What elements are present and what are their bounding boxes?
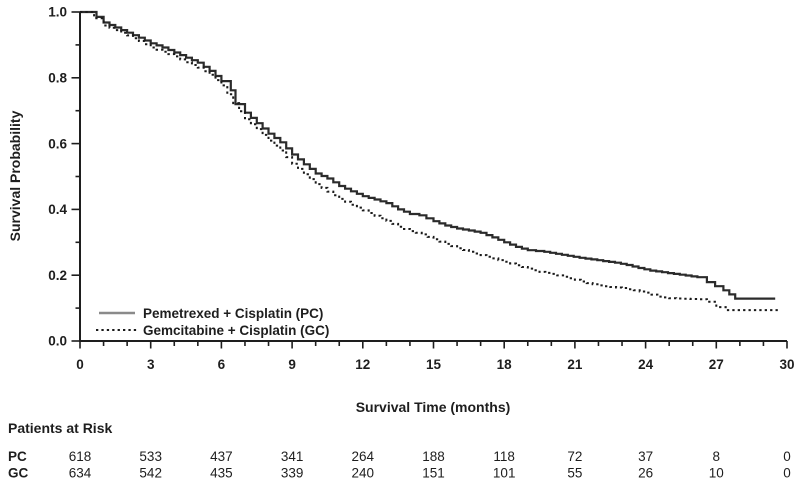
at-risk-count: 151: [422, 466, 445, 481]
at-risk-count: 542: [139, 466, 162, 481]
x-axis: 0 3 6 9 12 15 18 21 24 27 30 Survival Time (months…: [76, 340, 795, 415]
y-axis-ticks: 0.0 0.2 0.4 0.6 0.8 1.0: [48, 5, 80, 349]
at-risk-row-label: GC: [8, 466, 29, 481]
x-axis-ticks: 0 3 6 9 12 15 18 21 24 27 30: [76, 341, 795, 372]
y-tick-label: 0.0: [48, 334, 67, 349]
at-risk-rows: PC 618 533 437 341 264 188 118 72 37 8 0 GC 634 542 435…: [8, 449, 791, 481]
at-risk-count: 118: [493, 449, 515, 464]
y-axis: 0.0 0.2 0.4 0.6 0.8 1.0 Survival Probability: [7, 5, 81, 349]
x-tick-label: 9: [288, 357, 296, 372]
at-risk-count: 634: [69, 466, 92, 481]
at-risk-count: 72: [567, 449, 582, 464]
gc-survival-curve: [80, 11, 780, 312]
at-risk-count: 435: [210, 466, 233, 481]
y-tick-label: 0.8: [48, 71, 67, 86]
x-tick-label: 18: [497, 357, 513, 372]
at-risk-count: 101: [493, 466, 516, 481]
x-tick-label: 27: [709, 357, 724, 372]
at-risk-count: 8: [713, 449, 721, 464]
x-tick-label: 0: [76, 357, 84, 372]
at-risk-count: 0: [783, 449, 791, 464]
gc-legend-label: Gemcitabine + Cisplatin (GC): [143, 323, 329, 338]
at-risk-count: 37: [638, 449, 653, 464]
at-risk-count: 533: [139, 449, 162, 464]
pc-survival-curve: [80, 10, 776, 300]
curves: [80, 10, 780, 312]
at-risk-row-label: PC: [8, 449, 27, 464]
x-tick-label: 3: [147, 357, 155, 372]
at-risk-count: 240: [352, 466, 375, 481]
x-tick-label: 15: [426, 357, 442, 372]
y-tick-label: 0.2: [48, 268, 67, 283]
at-risk-count: 55: [567, 466, 582, 481]
at-risk-row: PC 618 533 437 341 264 188 118 72 37 8 0: [8, 449, 791, 464]
pc-legend-label: Pemetrexed + Cisplatin (PC): [143, 306, 323, 321]
at-risk-count: 618: [69, 449, 92, 464]
x-axis-title: Survival Time (months): [356, 399, 511, 415]
at-risk-count: 339: [281, 466, 304, 481]
x-tick-label: 21: [567, 357, 583, 372]
y-tick-label: 1.0: [48, 5, 67, 20]
y-axis-title: Survival Probability: [7, 110, 23, 241]
y-tick-label: 0.6: [48, 136, 67, 151]
at-risk-count: 0: [783, 466, 791, 481]
at-risk-count: 10: [709, 466, 724, 481]
at-risk-row: GC 634 542 435 339 240 151 101 55 26 10 0: [8, 466, 791, 481]
legend: Pemetrexed + Cisplatin (PC) Gemcitabine …: [96, 306, 329, 338]
x-tick-label: 6: [218, 357, 226, 372]
at-risk-count: 437: [210, 449, 233, 464]
y-tick-label: 0.4: [48, 202, 67, 217]
x-tick-label: 12: [355, 357, 370, 372]
x-tick-label: 24: [638, 357, 654, 372]
at-risk-count: 264: [352, 449, 375, 464]
at-risk-count: 26: [638, 466, 653, 481]
at-risk-title: Patients at Risk: [8, 420, 112, 436]
at-risk-count: 188: [422, 449, 445, 464]
x-tick-label: 30: [779, 357, 794, 372]
at-risk-table: Patients at Risk PC 618 533 437 341 264 188 118…: [8, 420, 791, 481]
at-risk-count: 341: [281, 449, 304, 464]
